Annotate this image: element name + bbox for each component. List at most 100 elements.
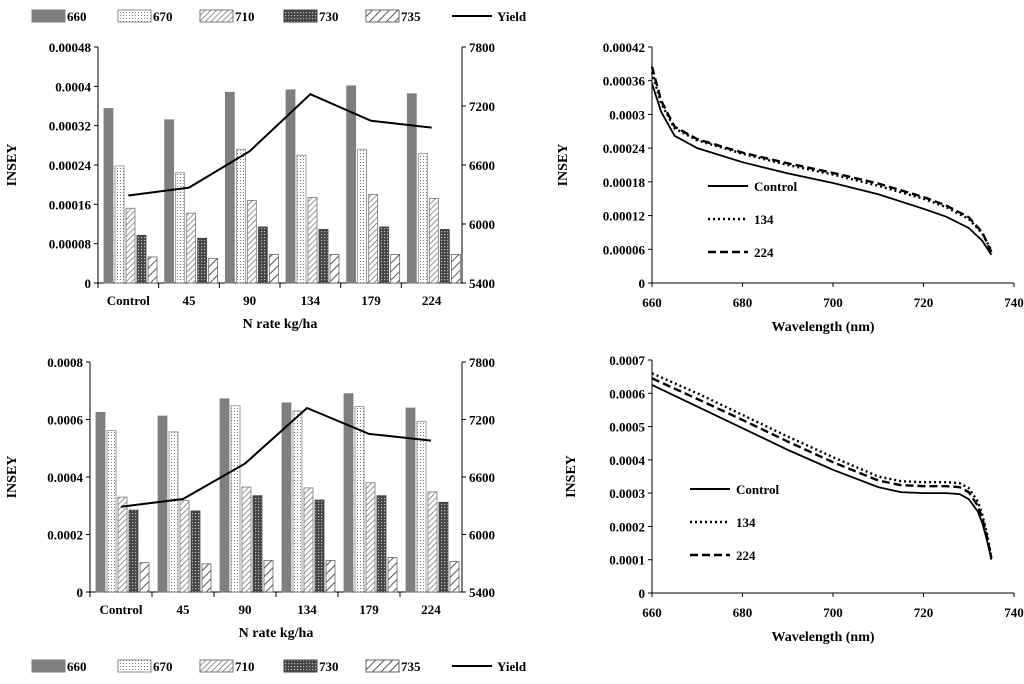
bar-710 xyxy=(246,199,257,284)
bar-735 xyxy=(263,559,274,593)
y-tick-label: 0.0003 xyxy=(609,486,645,501)
legend-label-730: 730 xyxy=(319,659,339,674)
bar-730 xyxy=(128,509,139,593)
bar-670 xyxy=(114,165,125,284)
x-tick-label: 224 xyxy=(422,293,442,308)
bar-670 xyxy=(175,172,186,284)
y2-tick-label: 6600 xyxy=(469,158,495,173)
legend-label-710: 710 xyxy=(235,659,255,674)
legend-swatch-710 xyxy=(199,659,234,673)
y-tick-label: 0.00016 xyxy=(49,197,92,212)
bar-660 xyxy=(164,119,175,284)
legend-swatch-735 xyxy=(365,9,400,23)
bar-670 xyxy=(357,148,368,284)
legend-label-735: 735 xyxy=(401,9,421,24)
y-tick-label: 0.00018 xyxy=(603,175,646,190)
x-tick-label: 700 xyxy=(823,605,843,620)
legend-label-134: 134 xyxy=(736,515,756,530)
y-tick-label: 0.0004 xyxy=(47,470,83,485)
x-tick-label: 720 xyxy=(914,295,934,310)
legend-swatch-735 xyxy=(365,659,400,673)
bar-670 xyxy=(235,148,246,284)
bar-735 xyxy=(208,258,219,284)
legend-label-670: 670 xyxy=(153,9,173,24)
bar-735 xyxy=(201,563,212,593)
bar-710 xyxy=(427,491,438,593)
bar-735 xyxy=(147,256,158,284)
chart-bottom-left: 0 0.0002 0.0004 0.0006 0.0008 5400 6000 6600 720… xyxy=(5,355,495,641)
x-tick-label: 680 xyxy=(733,605,753,620)
x-tick-label: 740 xyxy=(1004,605,1024,620)
legend-label-Control: Control xyxy=(736,482,779,497)
bar-670 xyxy=(106,430,117,593)
yield-line xyxy=(128,93,432,197)
legend-swatch-660 xyxy=(31,9,66,23)
y-tick-label: 0.0004 xyxy=(609,453,645,468)
x-tick-label: 45 xyxy=(177,602,191,617)
bar-730 xyxy=(190,510,201,593)
y-tick-label: 0.00036 xyxy=(603,74,646,89)
legend-label-224: 224 xyxy=(736,548,756,563)
x-tick-label: 179 xyxy=(359,602,379,617)
x-tick-label: 660 xyxy=(642,605,662,620)
legend-label-660: 660 xyxy=(67,659,87,674)
bar-710 xyxy=(125,207,136,284)
bar-660 xyxy=(285,89,296,284)
bar-730 xyxy=(257,226,268,284)
bar-730 xyxy=(252,495,263,593)
legend-top: 660 670 710 730 735 Yield xyxy=(31,9,527,24)
bar-730 xyxy=(379,226,390,284)
legend-swatch-670 xyxy=(117,9,152,23)
bar-735 xyxy=(390,254,401,284)
yield-line xyxy=(120,406,432,508)
x-tick-label: Control xyxy=(99,602,142,617)
legend-label-710: 710 xyxy=(235,9,255,24)
x-axis-label: N rate kg/ha xyxy=(239,626,314,641)
bar-670 xyxy=(292,410,303,593)
x-tick-label: 700 xyxy=(823,295,843,310)
series-line-Control xyxy=(651,83,993,256)
y-tick-label: 0 xyxy=(639,276,646,291)
y-tick-label: 0.00006 xyxy=(603,242,646,257)
legend-swatch-660 xyxy=(31,659,66,673)
legend-bottom: 660 670 710 730 735 Yield xyxy=(31,659,527,674)
bar-670 xyxy=(354,406,365,593)
x-tick-label: 45 xyxy=(183,293,197,308)
x-tick-label: 224 xyxy=(421,602,441,617)
legend-swatch-730 xyxy=(283,659,318,673)
bar-710 xyxy=(307,197,318,284)
bar-660 xyxy=(281,402,292,593)
bar-660 xyxy=(219,398,230,593)
bar-735 xyxy=(449,561,460,593)
bar-730 xyxy=(318,229,329,284)
y2-tick-label: 6000 xyxy=(469,528,495,543)
bar-660 xyxy=(343,393,354,593)
series-line-134 xyxy=(651,372,993,557)
bar-660 xyxy=(405,407,416,593)
y-tick-label: 0.0006 xyxy=(609,386,645,401)
y-tick-label: 0 xyxy=(639,586,646,601)
x-tick-label: 660 xyxy=(642,295,662,310)
bar-710 xyxy=(365,482,376,593)
legend-label-yield: Yield xyxy=(497,9,527,24)
y2-tick-label: 7200 xyxy=(469,413,495,428)
bar-710 xyxy=(179,500,190,593)
legend-swatch-710 xyxy=(199,9,234,23)
bar-710 xyxy=(186,212,197,284)
series-line-Control xyxy=(651,384,993,560)
bar-660 xyxy=(95,411,106,593)
legend-label-730: 730 xyxy=(319,9,339,24)
legend-label-224: 224 xyxy=(754,245,774,260)
bar-670 xyxy=(168,431,179,593)
y2-tick-label: 7200 xyxy=(469,99,495,114)
legend-swatch-730 xyxy=(283,9,318,23)
y-axis-label: INSEY xyxy=(5,456,20,499)
chart-bottom-right: 0 0.0001 0.0002 0.0003 0.0004 0.0005 0.0006 0.0… xyxy=(564,353,1024,645)
y-axis-label: INSEY xyxy=(5,144,20,187)
bar-710 xyxy=(241,486,252,593)
bar-660 xyxy=(406,93,417,284)
y2-tick-label: 6600 xyxy=(469,470,495,485)
bar-730 xyxy=(136,234,147,284)
y2-tick-label: 7800 xyxy=(469,355,495,370)
bar-670 xyxy=(417,153,428,284)
